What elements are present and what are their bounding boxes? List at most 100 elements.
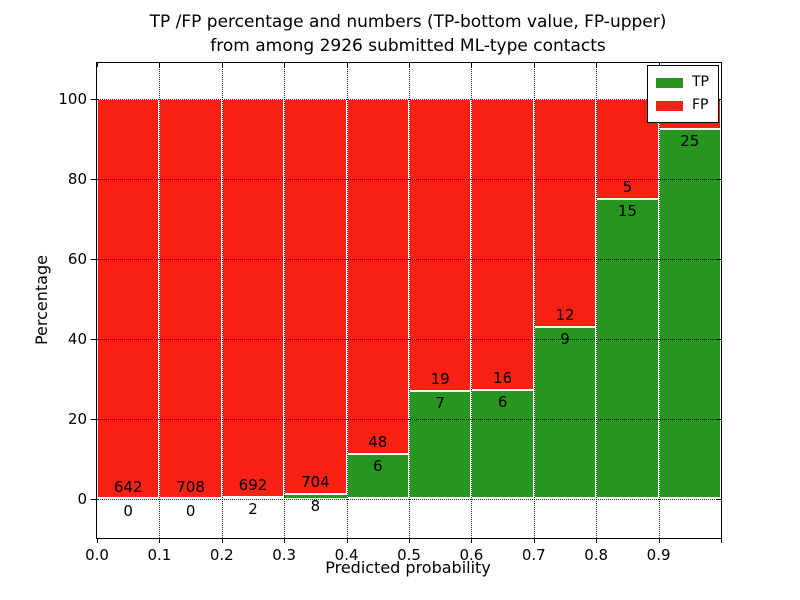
- x-tick-mark-inner: [533, 63, 535, 67]
- bar-segment-tp: [284, 494, 347, 499]
- y-tick-mark: [91, 338, 96, 340]
- y-tick-mark-inner: [717, 498, 721, 500]
- legend-label-tp: TP: [692, 74, 709, 90]
- x-tick-label: 0.7: [521, 546, 546, 564]
- x-tick-mark-inner: [159, 63, 161, 67]
- bar-segment-fp: [471, 99, 534, 390]
- bar-label-fp: 704: [301, 473, 330, 491]
- y-tick-mark-inner: [717, 179, 721, 181]
- x-tick-mark: [346, 538, 348, 543]
- bar-label-tp: 0: [185, 501, 196, 520]
- bar-label-fp: 19: [430, 369, 450, 388]
- y-tick-mark: [91, 179, 96, 181]
- bar-segment-fp: [409, 99, 472, 391]
- y-tick-mark-inner: [717, 418, 721, 420]
- x-tick-mark-inner: [284, 63, 286, 67]
- x-tick-mark: [284, 538, 286, 543]
- tp-swatch-icon: [656, 77, 683, 88]
- bar-segment-fp: [221, 99, 285, 498]
- gridline-vertical: [658, 63, 660, 538]
- bar-segment-fp: [159, 99, 222, 499]
- bar-label-tp: 2: [248, 500, 258, 519]
- gridline-vertical: [409, 63, 410, 538]
- x-tick-label: 0.1: [147, 546, 172, 564]
- x-tick-mark-inner: [409, 63, 410, 67]
- x-tick-mark-inner: [346, 63, 348, 67]
- gridline-vertical: [471, 63, 473, 538]
- y-tick-label: 60: [67, 249, 87, 268]
- x-tick-label: 0.6: [459, 546, 484, 564]
- x-tick-mark: [159, 538, 161, 543]
- bar-label-tp: 6: [373, 457, 383, 476]
- bar-label-tp: 6: [497, 392, 508, 411]
- bar-label-fp: 692: [238, 476, 268, 495]
- x-tick-mark: [409, 538, 410, 543]
- y-tick-mark: [91, 258, 96, 260]
- x-tick-mark: [596, 538, 598, 543]
- chart-title-line1: TP /FP percentage and numbers (TP-bottom…: [149, 12, 667, 32]
- fp-swatch-icon: [656, 100, 683, 111]
- x-tick-mark-inner: [596, 63, 598, 67]
- bar-label-tp: 25: [680, 131, 700, 150]
- x-tick-mark: [221, 538, 223, 543]
- y-tick-mark-inner: [717, 258, 721, 260]
- y-tick-label: 40: [67, 329, 87, 348]
- bar-label-fp: 642: [113, 477, 143, 496]
- bar-label-tp: 0: [123, 501, 133, 520]
- y-tick-mark: [91, 99, 96, 101]
- bar-segment-tp: [596, 199, 659, 499]
- bar-segment-tp: [221, 497, 285, 499]
- bar-segment-tp: [471, 389, 534, 499]
- bar-segment-tp: [658, 128, 721, 499]
- y-tick-mark-inner: [717, 338, 721, 340]
- y-tick-mark-inner: [717, 99, 721, 101]
- gridline-vertical: [596, 63, 598, 538]
- legend-label-fp: FP: [692, 97, 709, 113]
- x-tick-mark: [97, 538, 98, 543]
- y-tick-label: 0: [77, 489, 87, 508]
- x-tick-mark-inner: [221, 63, 223, 67]
- legend: TP FP: [647, 65, 719, 123]
- x-tick-mark: [471, 538, 473, 543]
- legend-item-tp: TP: [656, 73, 709, 92]
- x-tick-label: 0.2: [209, 546, 234, 564]
- plot-area: 6420708069227048486197166129515225020406…: [58, 62, 722, 564]
- x-tick-mark-inner: [721, 63, 722, 67]
- x-axis-label: Predicted probability: [325, 558, 491, 577]
- bar-segment-fp: [97, 99, 160, 499]
- gridline-vertical: [346, 63, 348, 538]
- x-tick-label: 0.0: [85, 546, 109, 564]
- bar-label-fp: 16: [493, 368, 513, 387]
- bar-label-tp: 8: [310, 497, 321, 515]
- x-tick-mark: [721, 538, 722, 543]
- chart-title-line2: from among 2926 submitted ML-type contac…: [210, 36, 606, 56]
- x-tick-label: 0.4: [334, 546, 359, 564]
- x-tick-label: 0.5: [397, 546, 421, 564]
- gridline-vertical: [533, 63, 535, 538]
- gridline-vertical: [284, 63, 286, 538]
- bar-label-fp: 48: [368, 433, 388, 452]
- x-tick-mark-inner: [471, 63, 473, 67]
- x-tick-mark: [533, 538, 535, 543]
- x-tick-label: 0.9: [646, 546, 671, 564]
- bar-segment-fp: [284, 99, 347, 494]
- bar-label-fp: 708: [176, 477, 205, 496]
- legend-item-fp: FP: [656, 96, 709, 115]
- y-tick-label: 100: [58, 90, 87, 109]
- bar-label-fp: 5: [622, 178, 633, 197]
- bar-label-tp: 7: [435, 393, 445, 412]
- x-tick-label: 0.3: [272, 546, 297, 564]
- bar-label-tp: 15: [617, 202, 637, 221]
- x-tick-mark: [658, 538, 660, 543]
- bar-segment-tp: [533, 327, 597, 499]
- gridline-vertical: [221, 63, 223, 538]
- gridline-vertical: [159, 63, 161, 538]
- bar-segment-fp: [533, 99, 597, 328]
- y-tick-mark: [91, 418, 96, 420]
- y-tick-label: 20: [67, 409, 87, 428]
- x-tick-mark-inner: [97, 63, 98, 67]
- bar-segment-fp: [346, 99, 409, 455]
- y-tick-mark: [91, 498, 96, 500]
- x-tick-label: 0.8: [584, 546, 609, 564]
